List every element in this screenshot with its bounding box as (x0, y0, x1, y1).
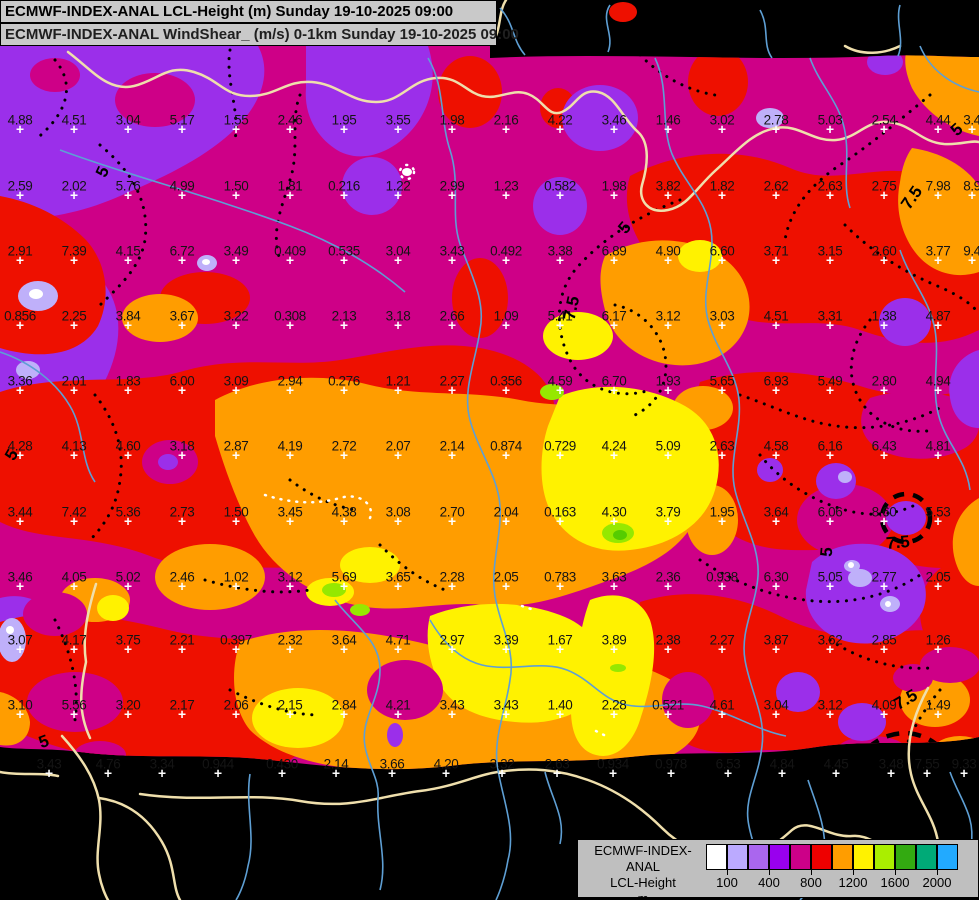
rivers (0, 4, 979, 900)
legend-tick (769, 870, 770, 875)
windshear-contours (33, 48, 979, 770)
title-bar-windshear: ECMWF-INDEX-ANAL WindShear_ (m/s) 0-1km … (0, 23, 519, 46)
legend-swatch (811, 844, 832, 870)
filled-contour-field (0, 46, 979, 770)
legend-tick (727, 870, 728, 875)
map-edge-red-patch (609, 2, 637, 22)
legend-tick (811, 870, 812, 875)
legend-tick-label: 2000 (922, 875, 952, 890)
legend-swatch (895, 844, 916, 870)
legend-tick-label: 1200 (838, 875, 868, 890)
legend-swatch (706, 844, 727, 870)
legend-tick (937, 870, 938, 875)
legend-swatch (832, 844, 853, 870)
legend-tick-label: 1600 (880, 875, 910, 890)
legend-tick (853, 870, 854, 875)
legend-tick-label: 400 (758, 875, 780, 890)
legend-tick-label: 100 (716, 875, 738, 890)
legend-title: ECMWF-INDEX-ANAL (594, 843, 692, 874)
legend-swatch (727, 844, 748, 870)
title-text-line2: ECMWF-INDEX-ANAL WindShear_ (m/s) 0-1km … (5, 26, 519, 43)
legend-subtitle: LCL-Height (610, 875, 676, 890)
legend-tick-label: 800 (800, 875, 822, 890)
legend-swatch (937, 844, 958, 870)
legend-swatch (874, 844, 895, 870)
title-text-line1: ECMWF-INDEX-ANAL LCL-Height (m) Sunday 1… (5, 3, 454, 20)
legend-swatch (748, 844, 769, 870)
legend-caption: ECMWF-INDEX-ANAL LCL-Height m (584, 843, 702, 900)
legend-swatch (790, 844, 811, 870)
legend-unit: m (637, 891, 649, 900)
title-bar-lcl-height: ECMWF-INDEX-ANAL LCL-Height (m) Sunday 1… (0, 0, 497, 23)
legend-swatch (853, 844, 874, 870)
legend-panel: ECMWF-INDEX-ANAL LCL-Height m 100 400 800 1… (577, 839, 979, 900)
legend-swatch (916, 844, 937, 870)
legend-swatch (769, 844, 790, 870)
legend-tick (895, 870, 896, 875)
